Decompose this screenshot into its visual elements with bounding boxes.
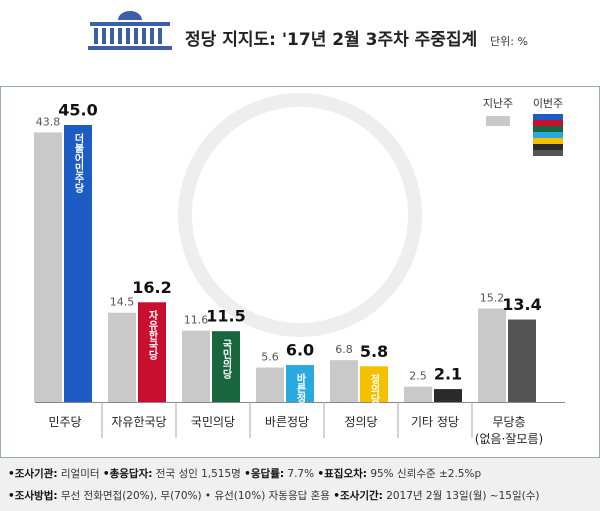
value-label: 6.8 <box>335 343 353 356</box>
bar-logo-text: 자유한국당 <box>146 309 158 361</box>
footnote-label: •표집오차: <box>317 468 367 480</box>
value-label: 5.8 <box>360 342 388 361</box>
legend-label: 지난주 <box>483 97 513 110</box>
bar-logo-text: 바른정당 <box>294 372 306 414</box>
footnote-line: •조사기관: 리얼미터 •총응답자: 전국 성인 1,515명 •응답률: 7.… <box>8 466 481 481</box>
bar <box>182 330 210 402</box>
chart: 정당 지지도: '17년 2월 3주차 주중집계 단위: % 43.845.0 더… <box>0 11 600 458</box>
x-tick-label: 자유한국당 <box>111 415 167 429</box>
footnote-line: •조사방법: 무선 전화면접(20%), 무(70%) • 유선(10%) 자동… <box>8 488 539 503</box>
footnote-label: •총응답자: <box>102 468 153 480</box>
value-label: 15.2 <box>480 291 505 304</box>
legend-swatch <box>533 138 563 144</box>
x-tick-label: 민주당 <box>48 415 82 429</box>
legend-swatch <box>533 132 563 138</box>
unit-label: 단위: % <box>490 35 528 48</box>
legend-swatch <box>486 116 510 126</box>
value-label: 2.5 <box>409 370 427 383</box>
bar <box>478 308 506 402</box>
x-tick-label: 국민의당 <box>190 415 236 429</box>
legend-swatch <box>533 114 563 120</box>
value-label: 14.5 <box>110 296 135 309</box>
bar <box>330 360 358 402</box>
footnote-label: •조사기관: <box>8 468 58 480</box>
footnote-label: •응답률: <box>244 468 285 480</box>
bar-logo-text: 더불어민주당 <box>72 132 84 194</box>
bar <box>360 366 388 402</box>
bar-logo-text: 국민의당 <box>220 339 232 380</box>
footnote-text: 리얼미터 <box>57 468 103 480</box>
value-label: 11.5 <box>206 307 245 326</box>
bar <box>508 319 536 402</box>
footnote-text: 95% 신뢰수준 ±2.5%p <box>366 468 482 480</box>
bar <box>404 386 432 402</box>
bar <box>434 389 462 402</box>
value-label: 5.6 <box>261 351 279 364</box>
bar <box>64 125 92 402</box>
footnote-label: •조사방법: <box>8 490 58 502</box>
logo <box>88 11 172 50</box>
x-tick-label: 기타 정당 <box>411 415 459 429</box>
value-label: 45.0 <box>58 101 97 120</box>
legend-swatch <box>533 144 563 150</box>
chart-title: 정당 지지도: '17년 2월 3주차 주중집계 <box>185 30 477 50</box>
x-tick-label: 무당층 (없음·잘모름) <box>474 415 544 446</box>
x-tick-label: 바른정당 <box>264 415 310 429</box>
legend-swatch <box>533 150 563 156</box>
value-label: 13.4 <box>502 295 541 314</box>
footnote-label: •조사기간: <box>333 490 383 502</box>
footnote-text: 7.7% <box>284 468 318 480</box>
legend-swatch <box>533 126 563 132</box>
watermark <box>178 93 422 337</box>
value-label: 43.8 <box>36 115 61 128</box>
value-label: 2.1 <box>434 365 462 384</box>
bar-logo-text: 정의당 <box>368 373 380 405</box>
footnote-text: 무선 전화면접(20%), 무(70%) • 유선(10%) 자동응답 혼용 <box>57 490 334 502</box>
footnote-text: 전국 성인 1,515명 <box>152 468 245 480</box>
bar <box>256 367 284 402</box>
legend-swatch <box>533 120 563 126</box>
legend-label: 이번주 <box>533 97 563 110</box>
value-label: 11.6 <box>184 314 209 327</box>
bar <box>212 331 240 402</box>
value-label: 16.2 <box>132 278 171 297</box>
value-label: 6.0 <box>286 341 314 360</box>
bar <box>138 302 166 402</box>
footnote-text: 2017년 2월 13일(월) ~15일(수) <box>382 490 540 502</box>
x-tick-label: 정의당 <box>344 415 378 429</box>
bar <box>286 365 314 402</box>
bar <box>34 132 62 403</box>
bar <box>108 312 136 402</box>
footnotes: •조사기관: 리얼미터 •총응답자: 전국 성인 1,515명 •응답률: 7.… <box>0 458 600 511</box>
